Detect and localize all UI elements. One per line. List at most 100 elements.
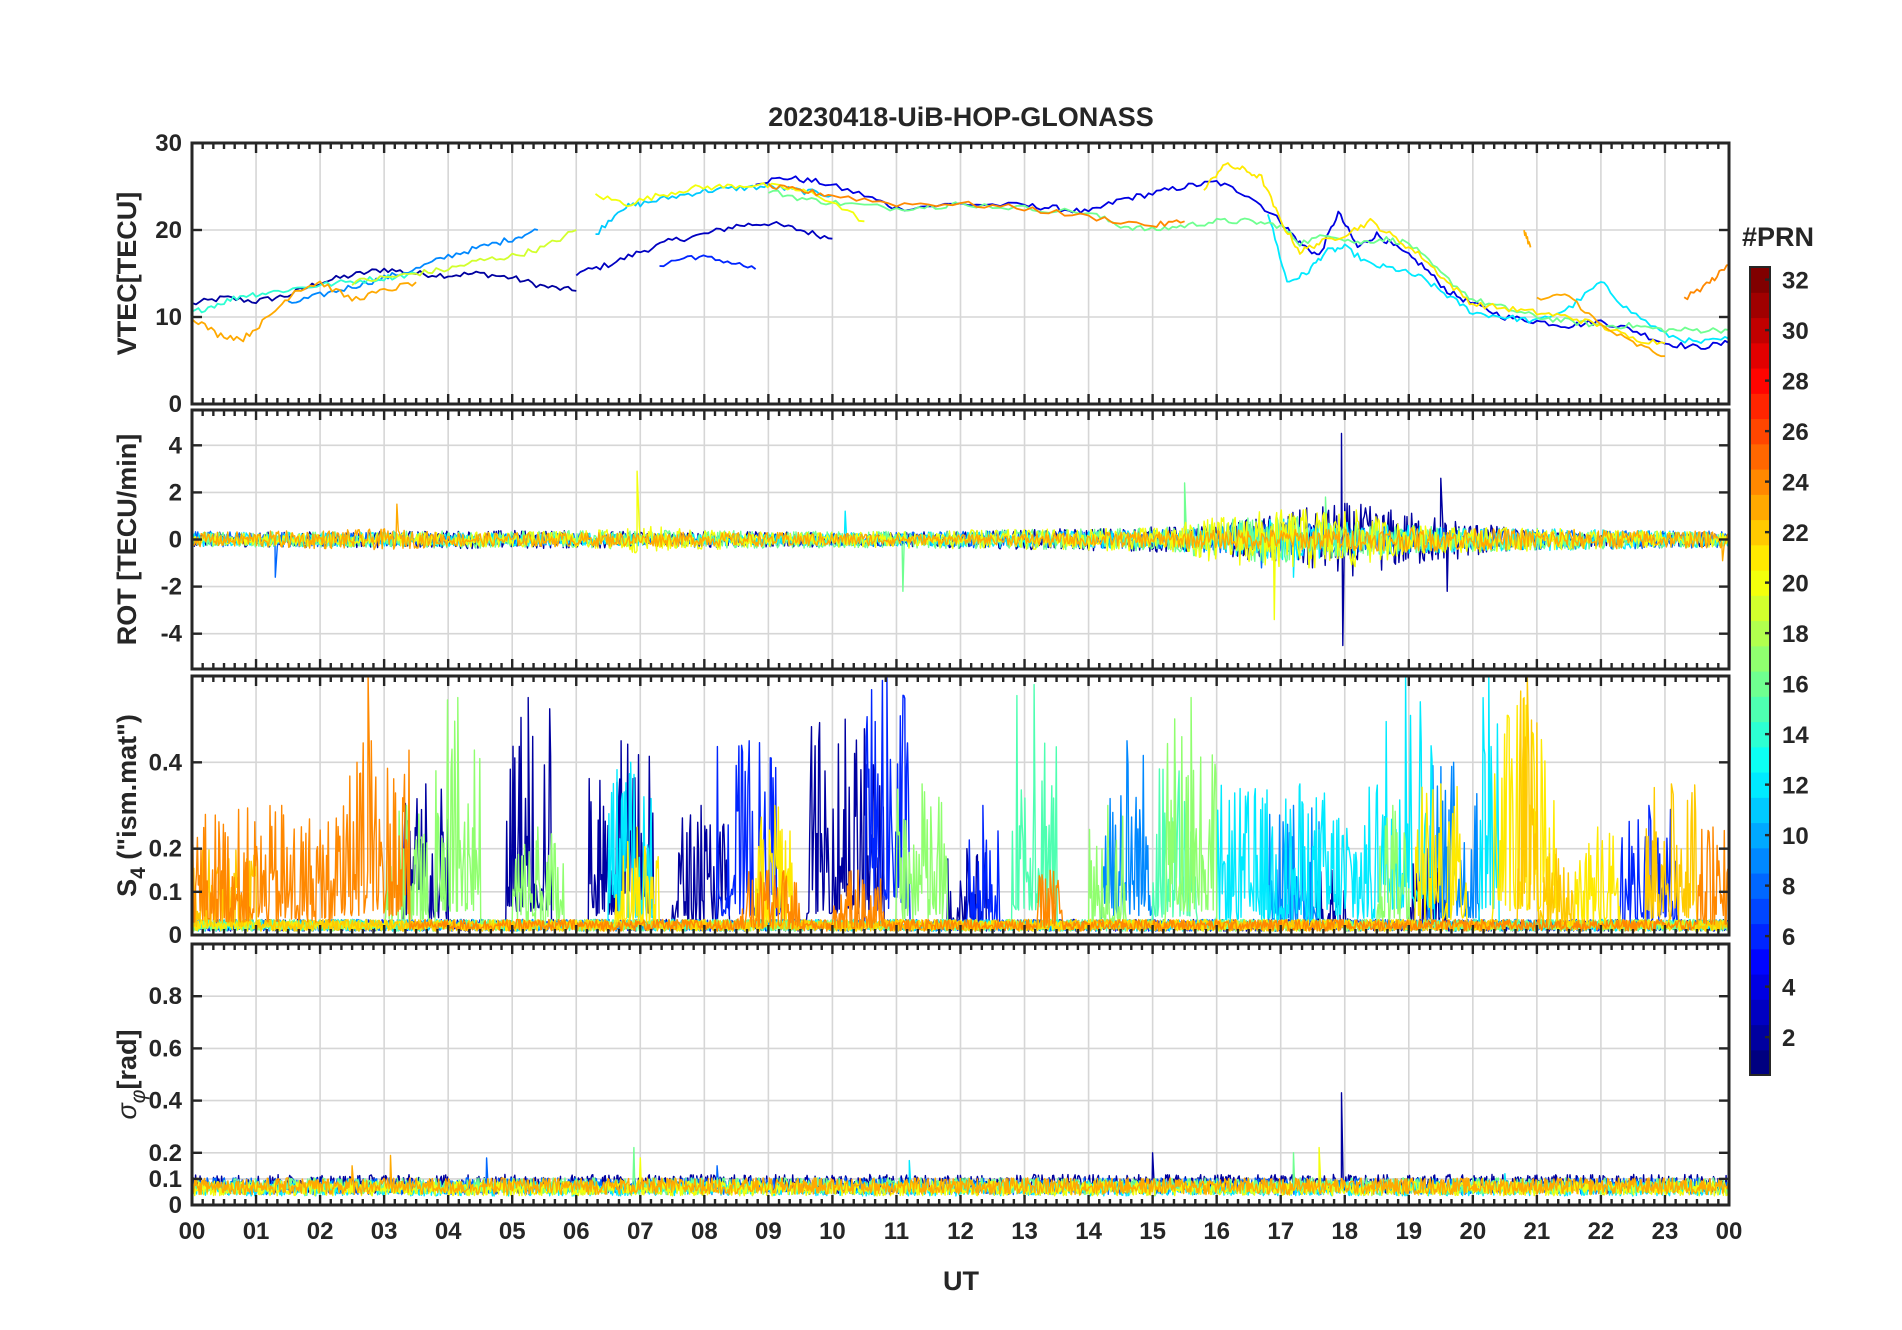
colorbar-tick-label: 18 — [1782, 621, 1809, 648]
y-tick-label: 10 — [155, 304, 182, 331]
x-axis: 00 01 02 03 04 05 06 07 08 09 10 11 12 13 14 15 16 17 18 19… — [179, 1218, 1743, 1245]
colorbar-cell — [1750, 999, 1770, 1026]
y-tick-label: 0.1 — [149, 1166, 182, 1193]
y-axis-label: σφ[rad] — [112, 1030, 150, 1120]
series-prn-12 — [1267, 214, 1729, 344]
y-tick-label: 0.1 — [149, 879, 182, 906]
series-prn-14 — [192, 271, 417, 314]
colorbar-tick-label: 2 — [1782, 1025, 1795, 1052]
x-tick-label: 05 — [499, 1218, 526, 1245]
colorbar-cell — [1750, 746, 1770, 773]
y-tick-label: 4 — [169, 432, 183, 459]
y-tick-label: 0 — [169, 391, 182, 418]
y-tick-label: 0.4 — [149, 749, 183, 776]
y-tick-label: 2 — [169, 479, 182, 506]
panel-s4: 0 0.1 0.2 0.4S4 ("ism.mat") — [112, 674, 1731, 949]
y-tick-label: -2 — [161, 574, 182, 601]
y-tick-label: 0.6 — [149, 1035, 182, 1062]
colorbar-tick-label: 32 — [1782, 268, 1809, 295]
colorbar-tick-label: 20 — [1782, 571, 1809, 598]
series-group — [192, 432, 1729, 647]
colorbar-cell — [1750, 948, 1770, 975]
colorbar-cell — [1750, 368, 1770, 394]
y-tick-label: 0 — [169, 1192, 182, 1219]
colorbar-cell — [1750, 797, 1770, 824]
y-tick-label: -4 — [161, 621, 183, 648]
y-tick-label: 0 — [169, 922, 182, 949]
x-tick-label: 23 — [1652, 1218, 1679, 1245]
series-prn-9 — [287, 228, 538, 304]
colorbar-cell — [1750, 898, 1770, 925]
colorbar-tick-label: 22 — [1782, 520, 1809, 547]
colorbar-cell — [1750, 519, 1770, 546]
ticks — [190, 676, 1731, 937]
panel-sigma-phi: 00.10.2 0.4 0.6 0.8 σφ[rad] — [112, 942, 1731, 1219]
colorbar-tick-label: 8 — [1782, 874, 1795, 901]
ticks — [190, 944, 1731, 1207]
series-prn-20 — [594, 182, 865, 223]
series-prn-11 — [595, 183, 833, 235]
x-tick-label: 18 — [1331, 1218, 1358, 1245]
colorbar-tick-label: 30 — [1782, 318, 1809, 345]
panel-rot: -4 -2 0 2 4 ROT [TECU/min] — [112, 408, 1731, 671]
colorbar-cell — [1750, 974, 1770, 1000]
colorbar-tick-label: 16 — [1782, 672, 1809, 699]
x-tick-label: 00 — [1716, 1218, 1743, 1245]
series-group — [192, 162, 1729, 358]
series-prn-23 — [192, 280, 417, 343]
grid-lines — [192, 143, 1729, 404]
colorbar-cell — [1750, 342, 1770, 369]
colorbar-cell — [1750, 469, 1770, 495]
x-tick-label: 06 — [563, 1218, 590, 1245]
colorbar-cell — [1750, 847, 1770, 874]
colorbar-cell — [1750, 317, 1770, 344]
y-tick-label: 0.4 — [149, 1088, 183, 1115]
chart-title: 20230418-UiB-HOP-GLONASS — [768, 102, 1154, 132]
colorbar-tick-label: 26 — [1782, 419, 1809, 446]
y-tick-label: 0.2 — [149, 836, 182, 863]
colorbar-cell — [1750, 570, 1770, 596]
y-tick-label: 0.2 — [149, 1140, 182, 1167]
series-prn-23 — [1536, 293, 1666, 358]
x-tick-label: 20 — [1459, 1218, 1486, 1245]
colorbar-cell — [1750, 1049, 1770, 1076]
series-prn-3 — [575, 221, 833, 277]
series-prn-2 — [192, 267, 577, 306]
colorbar-tick-label: 14 — [1782, 722, 1809, 749]
colorbar-tick-label: 12 — [1782, 773, 1809, 800]
series-prn-24 — [767, 182, 1185, 228]
x-tick-label: 09 — [755, 1218, 782, 1245]
series-prn-19 — [351, 229, 577, 286]
panel-vtec: 0 10 20 30 VTEC[TECU] — [112, 130, 1731, 418]
colorbar-cell — [1750, 772, 1770, 798]
x-tick-label: 02 — [307, 1218, 334, 1245]
x-tick-label: 01 — [243, 1218, 270, 1245]
x-tick-label: 03 — [371, 1218, 398, 1245]
series-prn-24 — [1683, 263, 1729, 301]
colorbar-tick-label: 6 — [1782, 924, 1795, 951]
y-axis-label: S4 ("ism.mat") — [112, 714, 150, 897]
colorbar-label: #PRN — [1742, 222, 1814, 252]
x-tick-label: 08 — [691, 1218, 718, 1245]
y-tick-label: 30 — [155, 130, 182, 157]
x-tick-label: 14 — [1075, 1218, 1102, 1245]
colorbar-cell — [1750, 443, 1770, 470]
y-tick-label: 0 — [169, 527, 182, 554]
x-tick-label: 21 — [1524, 1218, 1551, 1245]
colorbar-tick-label: 10 — [1782, 823, 1809, 850]
series-prn-23 — [192, 1154, 1729, 1196]
x-tick-label: 00 — [179, 1218, 206, 1245]
x-tick-label: 07 — [627, 1218, 654, 1245]
x-tick-label: 11 — [884, 1218, 909, 1245]
colorbar-cell — [1750, 822, 1770, 849]
x-tick-label: 15 — [1139, 1218, 1166, 1245]
colorbar-cell — [1750, 923, 1770, 950]
colorbar-tick-label: 4 — [1782, 975, 1796, 1002]
ticks — [190, 141, 1731, 406]
x-tick-label: 17 — [1267, 1218, 1294, 1245]
colorbar-cell — [1750, 721, 1770, 748]
colorbar-cell — [1750, 671, 1770, 697]
colorbar-cell — [1750, 1024, 1770, 1051]
x-tick-label: 16 — [1203, 1218, 1230, 1245]
series-prn-4 — [755, 175, 1729, 350]
